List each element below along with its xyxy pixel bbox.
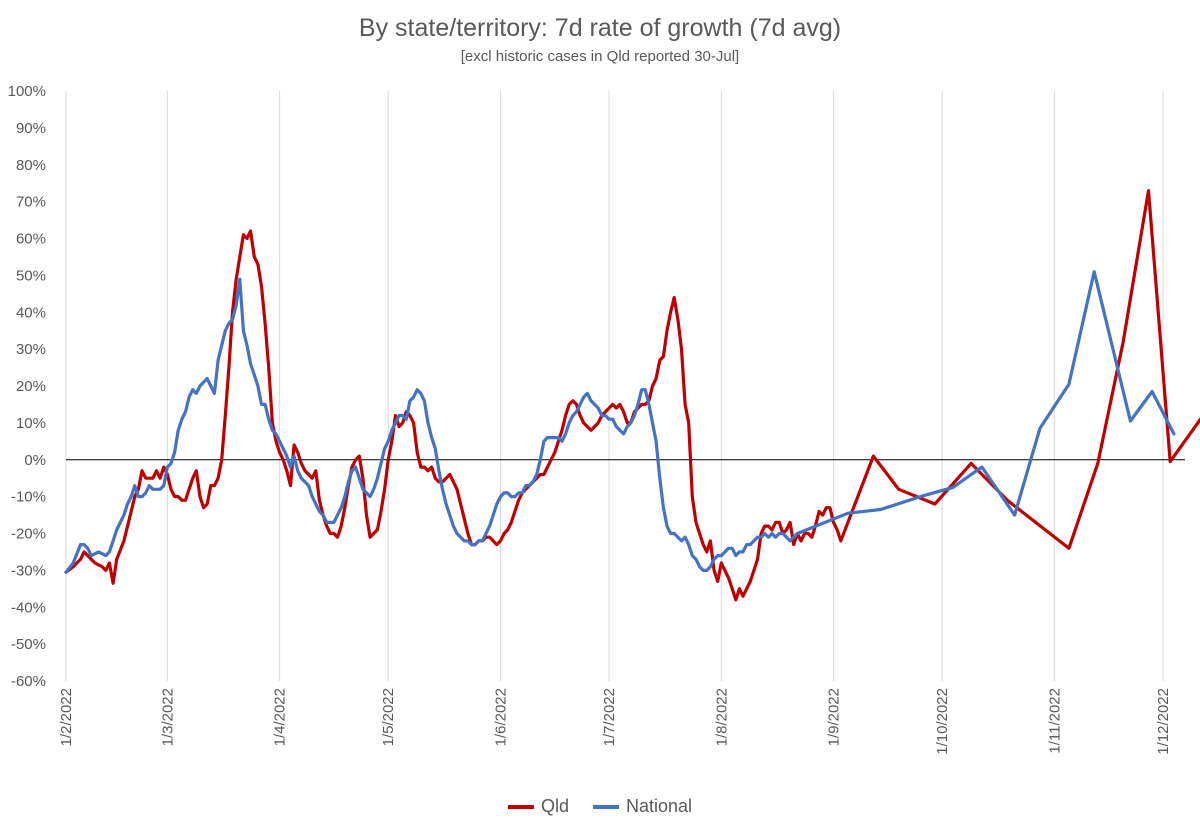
chart-title: By state/territory: 7d rate of growth (7… [358, 14, 842, 42]
legend-label-qld: Qld [540, 796, 569, 816]
x-tick-label: 1/3/2022 [159, 688, 176, 746]
y-tick-label: 50% [16, 267, 46, 284]
y-tick-label: 20% [16, 378, 46, 395]
legend-swatch-qld [507, 804, 534, 809]
x-tick-label: 1/11/2022 [1046, 688, 1063, 754]
y-tick-label: 10% [16, 415, 46, 432]
legend: Qld National [0, 796, 1200, 817]
legend-label-national: National [625, 796, 693, 816]
y-tick-label: 70% [16, 194, 46, 211]
x-tick-label: 1/7/2022 [601, 688, 618, 746]
legend-swatch-national [592, 804, 619, 809]
x-tick-label: 1/12/2022 [1155, 688, 1172, 755]
y-tick-label: -50% [11, 636, 46, 653]
y-tick-label: 40% [16, 304, 46, 321]
x-tick-label: 1/9/2022 [826, 688, 843, 746]
x-tick-label: 1/5/2022 [380, 688, 397, 746]
series-line-qld [64, 189, 1200, 602]
grid-layer [65, 91, 1164, 681]
y-tick-label: -40% [11, 599, 46, 616]
series-layer [64, 189, 1200, 602]
series-line-national [64, 270, 1176, 574]
x-tick-labels: 1/2/2022 1/3/2022 1/4/2022 1/5/2022 1/6/2022… [58, 688, 1172, 755]
x-tick-label: 1/2/2022 [58, 688, 75, 746]
y-tick-label: 60% [16, 231, 46, 248]
y-tick-label: 30% [16, 341, 46, 358]
y-tick-label: -20% [11, 526, 46, 543]
x-tick-label: 1/10/2022 [934, 688, 951, 755]
y-tick-label: 80% [16, 157, 46, 174]
y-tick-label: -60% [11, 673, 46, 690]
legend-item-national: National [592, 796, 693, 817]
y-tick-labels: -60% -50% -40% -30% -20% -10% 0% 10% 20% 30% 40% 50… [8, 83, 46, 690]
chart-subtitle: [excl historic cases in Qld reported 30-… [460, 48, 740, 65]
legend-item-qld: Qld [507, 796, 569, 817]
x-tick-label: 1/8/2022 [713, 688, 730, 746]
x-tick-label: 1/4/2022 [272, 688, 289, 746]
y-tick-label: 100% [8, 83, 46, 100]
x-tick-label: 1/6/2022 [492, 688, 509, 746]
y-tick-label: -10% [11, 489, 46, 506]
y-tick-label: 0% [24, 452, 46, 469]
y-tick-label: 90% [16, 120, 46, 137]
y-tick-label: -30% [11, 562, 46, 579]
